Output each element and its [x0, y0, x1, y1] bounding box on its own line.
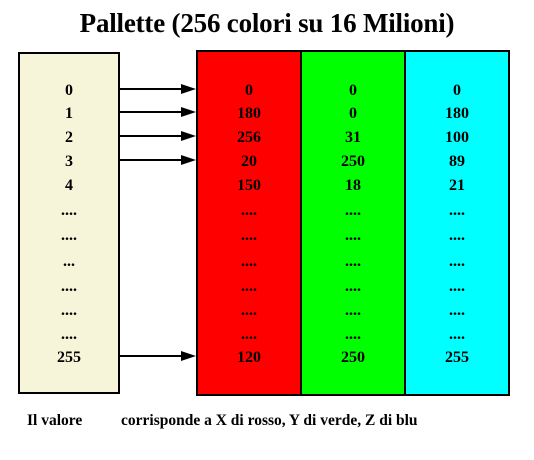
index-cell: 1 [65, 105, 73, 122]
caption-correspondence: corrisponde a X di rosso, Y di verde, Z … [121, 412, 418, 429]
green-value-cell: 0 [349, 105, 357, 122]
index-cell: .... [61, 202, 77, 219]
blue-value-cell: 89 [449, 153, 465, 170]
blue-value-cell: 21 [449, 177, 465, 194]
green-value-cell: 250 [341, 153, 365, 170]
red-value-cell: 20 [241, 153, 257, 170]
red-value-cell: 120 [237, 349, 261, 366]
mapping-arrow [120, 84, 196, 94]
green-value-cell: 0 [349, 82, 357, 99]
mapping-arrow [120, 155, 196, 165]
green-value-cell: 31 [345, 129, 361, 146]
index-cell: 0 [65, 82, 73, 99]
diagram-title: Pallette (256 colori su 16 Milioni) [79, 8, 455, 38]
index-cell: 4 [65, 177, 73, 194]
red-value-cell: .... [241, 253, 257, 270]
green-value-cell: .... [345, 302, 361, 319]
blue-value-cell: .... [449, 202, 465, 219]
mapping-arrow [120, 131, 196, 141]
green-value-cell: .... [345, 326, 361, 343]
blue-value-cell: .... [449, 227, 465, 244]
green-value-cell: 18 [345, 177, 361, 194]
blue-value-cell: .... [449, 253, 465, 270]
index-cell: .... [61, 326, 77, 343]
index-cell: 255 [57, 349, 81, 366]
blue-value-cell: .... [449, 278, 465, 295]
green-value-cell: .... [345, 253, 361, 270]
blue-value-cell: 100 [445, 129, 469, 146]
index-cell: ... [63, 253, 75, 270]
red-value-cell: 150 [237, 177, 261, 194]
red-channel-column: 0 180 256 20 150........................ 120 [196, 50, 302, 396]
index-cell: .... [61, 227, 77, 244]
blue-value-cell: 255 [445, 349, 469, 366]
green-value-cell: .... [345, 227, 361, 244]
red-value-cell: .... [241, 278, 257, 295]
red-value-cell: 0 [245, 82, 253, 99]
blue-value-cell: 180 [445, 105, 469, 122]
blue-value-cell: .... [449, 302, 465, 319]
red-value-cell: .... [241, 326, 257, 343]
caption-value-label: Il valore [27, 412, 83, 429]
green-value-cell: .... [345, 202, 361, 219]
red-value-cell: .... [241, 302, 257, 319]
blue-channel-column: 0 180 100 89 21........................ 255 [404, 50, 510, 396]
red-value-cell: .... [241, 202, 257, 219]
blue-value-cell: .... [449, 326, 465, 343]
green-value-cell: 250 [341, 349, 365, 366]
blue-value-cell: 0 [453, 82, 461, 99]
green-channel-column: 0 0 31 250 18........................ 250 [300, 50, 406, 396]
index-cell: .... [61, 278, 77, 295]
mapping-arrow [120, 107, 196, 117]
palette-index-column: 0 1 2 3 4....................... 255 [18, 52, 120, 394]
index-cell: .... [61, 302, 77, 319]
index-cell: 2 [65, 129, 73, 146]
green-value-cell: .... [345, 278, 361, 295]
red-value-cell: 180 [237, 105, 261, 122]
red-value-cell: 256 [237, 129, 261, 146]
index-cell: 3 [65, 153, 73, 170]
red-value-cell: .... [241, 227, 257, 244]
mapping-arrow [120, 351, 196, 361]
